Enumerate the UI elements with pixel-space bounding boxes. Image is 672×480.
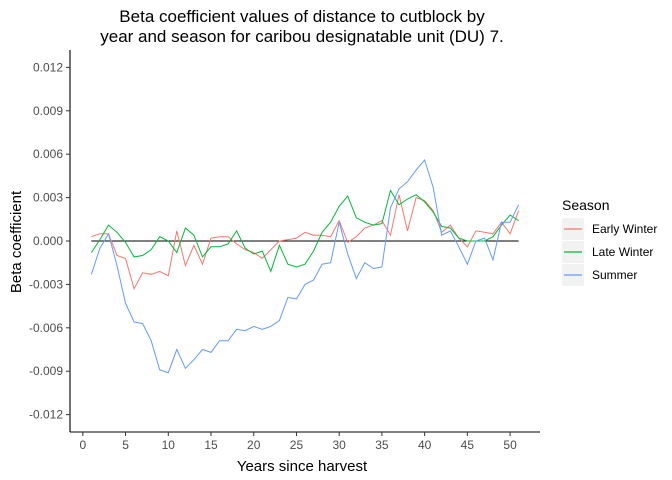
x-tick-label: 30 [333, 438, 347, 452]
x-tick-label: 20 [247, 438, 261, 452]
y-tick-label: 0.012 [33, 60, 63, 74]
y-tick-label: -0.012 [29, 408, 63, 422]
y-tick-label: -0.003 [29, 277, 63, 291]
legend-label-late-winter: Late Winter [592, 245, 653, 259]
y-tick-label: -0.009 [29, 364, 63, 378]
y-tick-label: 0.009 [33, 104, 63, 118]
x-tick-label: 15 [204, 438, 218, 452]
x-tick-label: 0 [79, 438, 86, 452]
x-tick-label: 10 [162, 438, 176, 452]
y-tick-label: 0.006 [33, 147, 63, 161]
series-line-summer [90, 158, 520, 374]
legend-label-early-winter: Early Winter [592, 222, 657, 236]
y-axis-title: Beta coefficient [8, 190, 25, 293]
series-line-late-winter [90, 189, 519, 273]
plot-area: -0.012 -0.009 -0.006 -0.003 0.000 0.003 0.006 0… [29, 50, 540, 452]
x-tick-label: 25 [290, 438, 304, 452]
legend: Season Early Winter Late Winter Summer [562, 197, 657, 286]
chart-title-line-2: year and season for caribou designatable… [100, 27, 504, 46]
y-tick-label: 0.003 [33, 191, 63, 205]
x-tick-label: 35 [375, 438, 389, 452]
x-tick-label: 45 [461, 438, 475, 452]
chart-title-line-1: Beta coefficient values of distance to c… [119, 7, 485, 26]
y-tick-label: -0.006 [29, 321, 63, 335]
legend-label-summer: Summer [592, 268, 637, 282]
x-tick-label: 50 [503, 438, 517, 452]
series-line-early-winter [91, 194, 520, 291]
y-tick-label: 0.000 [33, 234, 63, 248]
legend-title: Season [562, 197, 609, 213]
x-tick-label: 5 [122, 438, 129, 452]
x-axis-title: Years since harvest [237, 458, 368, 475]
x-tick-label: 40 [418, 438, 432, 452]
